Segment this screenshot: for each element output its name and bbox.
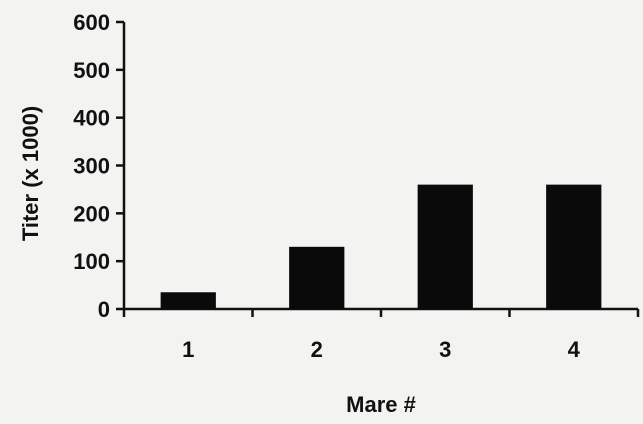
x-tick-label: 2: [311, 337, 323, 362]
y-axis-ticks: 0 100 200 300 400 500 600: [73, 10, 124, 322]
bar-mare-3: [417, 184, 473, 309]
y-tick-label: 500: [73, 58, 110, 83]
y-tick-label: 300: [73, 154, 110, 179]
y-tick-label: 600: [73, 10, 110, 35]
y-tick-label: 200: [73, 201, 110, 226]
x-axis-title: Mare #: [346, 392, 416, 417]
bar-mare-2: [289, 246, 345, 309]
x-tick-label: 1: [182, 337, 194, 362]
y-tick-label: 0: [98, 297, 110, 322]
y-tick-label: 100: [73, 249, 110, 274]
x-tick-label: 4: [568, 337, 581, 362]
bar-mare-4: [546, 184, 602, 309]
x-tick-label: 3: [439, 337, 451, 362]
y-tick-label: 400: [73, 106, 110, 131]
bars: [160, 184, 602, 309]
x-axis-ticks: 1 2 3 4: [122, 309, 640, 362]
y-axis-title: Titer (x 1000): [18, 106, 43, 241]
bar-mare-1: [160, 292, 216, 309]
